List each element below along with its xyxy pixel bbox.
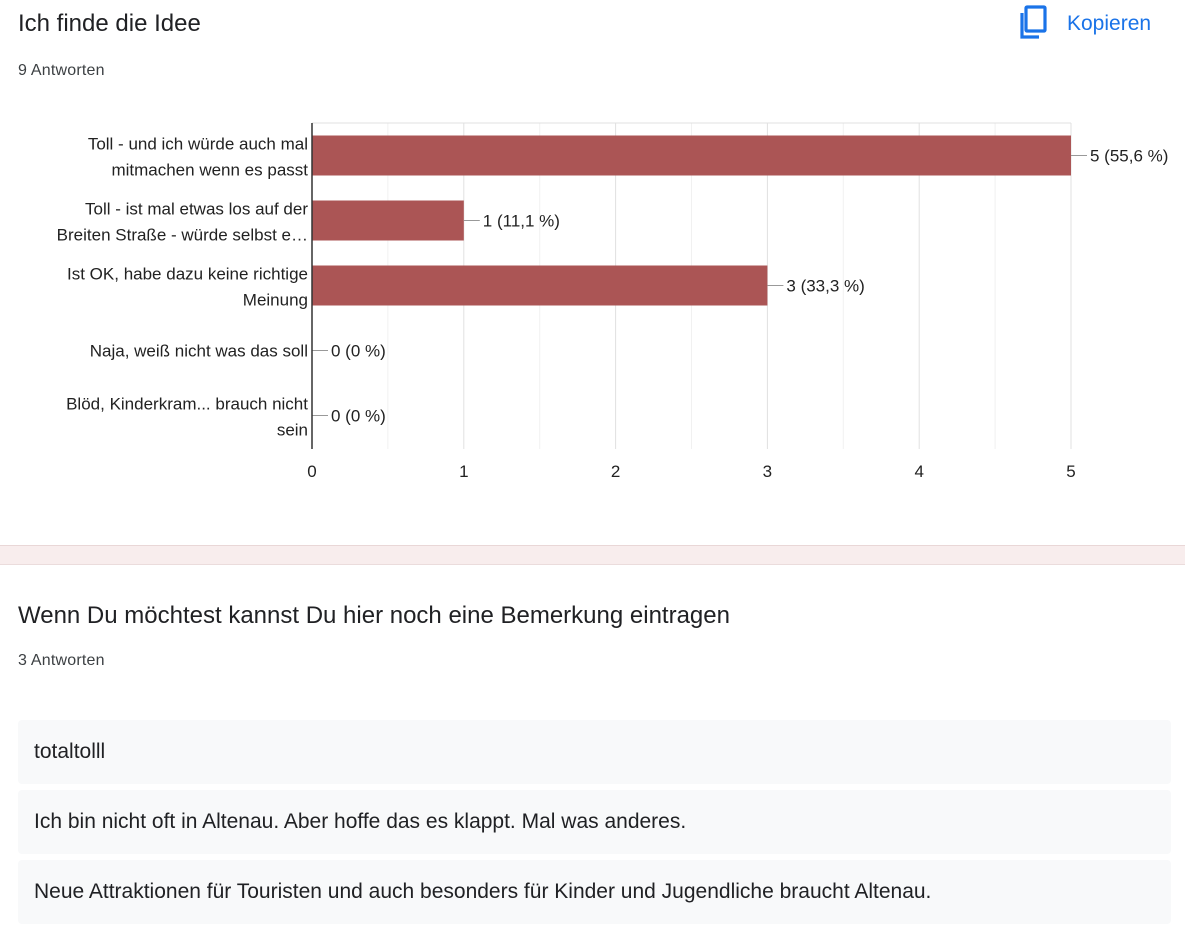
- response-count: 9 Antworten: [18, 62, 105, 79]
- category-label: Toll - ist mal etwas los auf der: [85, 200, 308, 219]
- response-count-2: 3 Antworten: [18, 652, 105, 669]
- response-item: Ich bin nicht oft in Altenau. Aber hoffe…: [18, 790, 1171, 854]
- category-label: Meinung: [243, 291, 308, 310]
- bar: [312, 135, 1071, 176]
- x-tick-label: 0: [307, 462, 316, 481]
- copy-icon: [1016, 4, 1050, 45]
- data-label: 3 (33,3 %): [786, 277, 864, 296]
- x-tick-label: 4: [914, 462, 923, 481]
- question-card-idee: Ich finde die Idee 9 Antworten Kopieren …: [18, 4, 1176, 481]
- x-tick-label: 2: [611, 462, 620, 481]
- category-label: Ist OK, habe dazu keine richtige: [67, 265, 308, 284]
- category-label: Breiten Straße - würde selbst e…: [57, 226, 308, 245]
- category-label: mitmachen wenn es passt: [111, 161, 308, 180]
- bar-chart: 0 1 2 3 4 5 5 (55,6 %) Toll - und ich würde auc…: [57, 122, 1168, 481]
- category-label: Naja, weiß nicht was das soll: [90, 342, 308, 361]
- x-tick-label: 5: [1066, 462, 1075, 481]
- data-label: 1 (11,1 %): [483, 212, 560, 231]
- category-label: Toll - und ich würde auch mal: [88, 135, 308, 154]
- x-tick-label: 3: [763, 462, 772, 481]
- x-tick-label: 1: [459, 462, 468, 481]
- copy-button[interactable]: Kopieren: [1016, 4, 1176, 44]
- response-list: totaltolll Ich bin nicht oft in Altenau.…: [18, 720, 1171, 930]
- response-item: Neue Attraktionen für Touristen und auch…: [18, 860, 1171, 924]
- response-item: totaltolll: [18, 720, 1171, 784]
- question-title: Ich finde die Idee: [18, 10, 201, 37]
- data-label: 5 (55,6 %): [1090, 147, 1168, 166]
- bar: [312, 265, 768, 306]
- category-label: sein: [277, 421, 308, 440]
- bar: [312, 200, 464, 241]
- copy-button-label: Kopieren: [1067, 12, 1152, 35]
- data-label: 0 (0 %): [331, 407, 386, 426]
- category-label: Blöd, Kinderkram... brauch nicht: [66, 395, 308, 414]
- data-label: 0 (0 %): [331, 342, 386, 361]
- question-card-bemerkung: Wenn Du möchtest kannst Du hier noch ein…: [0, 565, 1185, 951]
- question-title-2: Wenn Du möchtest kannst Du hier noch ein…: [18, 602, 730, 629]
- section-separator: [0, 545, 1185, 565]
